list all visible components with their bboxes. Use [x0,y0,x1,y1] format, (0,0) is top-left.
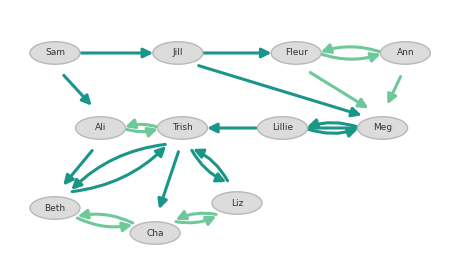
Text: Ann: Ann [397,48,414,57]
Text: Ali: Ali [95,123,106,132]
Ellipse shape [30,197,80,219]
Text: Sam: Sam [45,48,65,57]
Text: Cha: Cha [146,228,164,238]
Ellipse shape [271,42,321,64]
Ellipse shape [130,222,180,244]
Ellipse shape [380,42,430,64]
Text: Jill: Jill [173,48,183,57]
Ellipse shape [357,117,408,139]
Ellipse shape [153,42,203,64]
Text: Beth: Beth [45,203,65,213]
Text: Liz: Liz [231,198,243,207]
Ellipse shape [212,192,262,214]
Text: Fleur: Fleur [285,48,308,57]
Ellipse shape [75,117,126,139]
Ellipse shape [157,117,208,139]
Text: Meg: Meg [373,123,392,132]
Text: Lillie: Lillie [272,123,293,132]
Ellipse shape [30,42,80,64]
Ellipse shape [257,117,308,139]
Text: Trish: Trish [172,123,193,132]
